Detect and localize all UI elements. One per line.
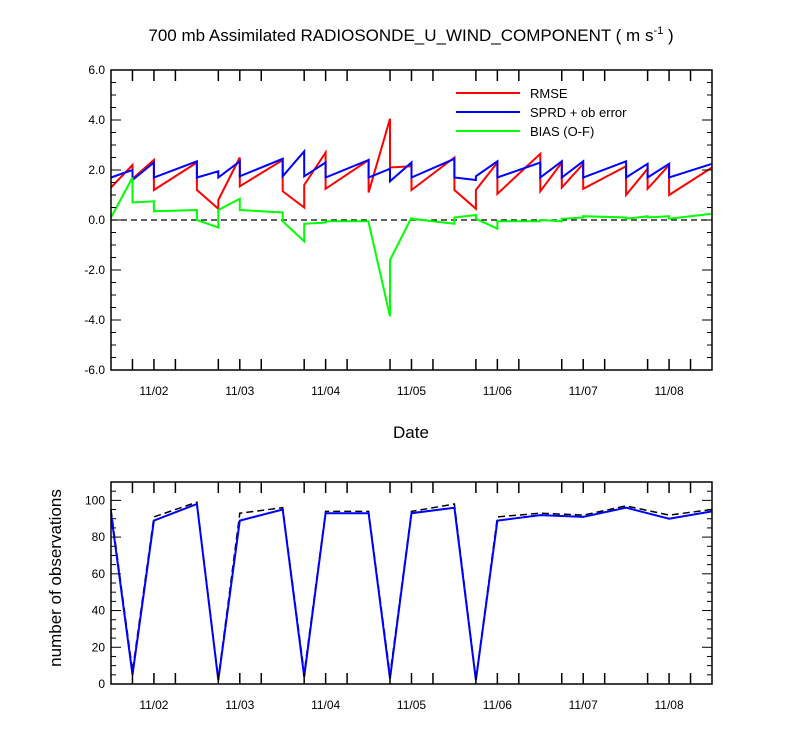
series-line-possible [110, 501, 713, 679]
legend-label: RMSE [530, 86, 568, 101]
x-tick-label: 11/05 [397, 384, 426, 398]
chart-title: 700 mb Assimilated RADIOSONDE_U_WIND_COM… [148, 25, 673, 45]
y-tick-label: 60 [92, 567, 106, 581]
top-panel: -6.0 -4.0 -2.0 0.0 2.0 4.0 6.0 11/02 11/03 11/04 1… [84, 63, 713, 398]
x-tick-label: 11/08 [655, 384, 684, 398]
bottom-panel: 0 20 40 60 80 100 11/02 11/03 11/04 11/05 11/06 11/… [85, 481, 713, 712]
x-tick-label: 11/03 [225, 384, 254, 398]
y-tick-label: 6.0 [88, 63, 105, 77]
x-tick-label: 11/07 [569, 698, 598, 712]
x-tick-label: 11/04 [311, 384, 340, 398]
title-superscript: -1 [653, 25, 663, 37]
x-tick-label: 11/06 [483, 384, 512, 398]
legend-label: BIAS (O-F) [530, 124, 594, 139]
x-tick-label: 11/03 [225, 698, 254, 712]
top-x-axis-label: Date [393, 423, 429, 442]
series-line-rmse [110, 118, 713, 212]
legend-label: SPRD + ob error [530, 105, 627, 120]
series-line-bias-o-f [110, 177, 713, 317]
bottom-y-axis-label: number of observations [46, 489, 65, 667]
y-tick-label: 4.0 [88, 113, 105, 127]
y-tick-label: 80 [92, 530, 106, 544]
y-tick-label: -6.0 [84, 363, 105, 377]
title-close: ) [663, 26, 673, 45]
series-line-assimilated [110, 502, 713, 681]
x-tick-label: 11/07 [569, 384, 598, 398]
x-tick-label: 11/06 [483, 698, 512, 712]
x-tick-label: 11/04 [311, 698, 340, 712]
legend: RMSE SPRD + ob error BIAS (O-F) [456, 86, 627, 139]
y-tick-label: 20 [92, 640, 106, 654]
x-tick-label: 11/02 [139, 384, 168, 398]
x-tick-label: 11/02 [139, 698, 168, 712]
series-line-sprd-ob-error [110, 148, 713, 184]
title-main: 700 mb Assimilated RADIOSONDE_U_WIND_COM… [148, 26, 653, 45]
x-tick-label: 11/08 [655, 698, 684, 712]
y-tick-label: 0.0 [88, 213, 105, 227]
x-tick-label: 11/05 [397, 698, 426, 712]
y-tick-label: -2.0 [84, 263, 105, 277]
y-tick-label: 100 [85, 493, 105, 507]
y-tick-label: -4.0 [84, 313, 105, 327]
y-tick-label: 2.0 [88, 163, 105, 177]
y-tick-label: 0 [98, 677, 105, 691]
y-tick-label: 40 [92, 604, 106, 618]
